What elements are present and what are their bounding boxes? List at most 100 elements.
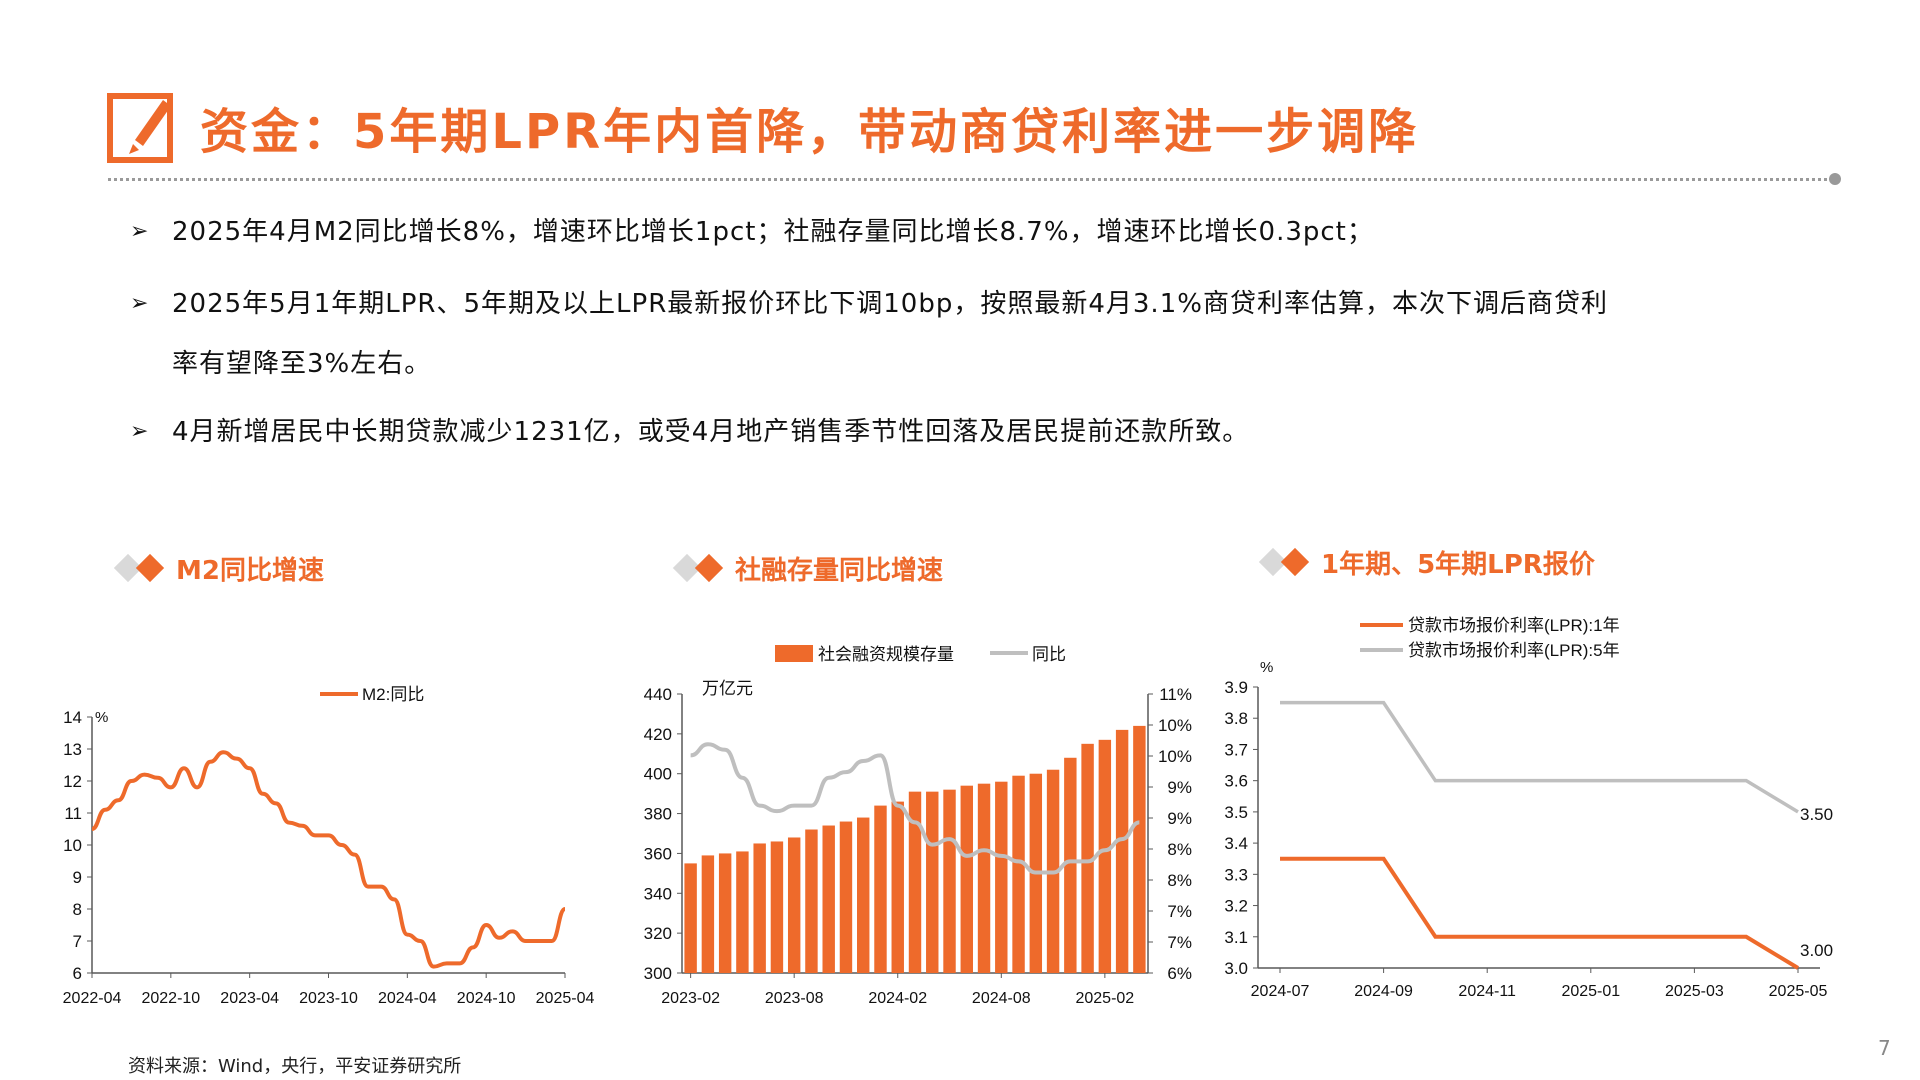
bullet-text: 2025年5月1年期LPR、5年期及以上LPR最新报价环比下调10bp，按照最新… bbox=[172, 289, 1608, 319]
x-tick-label: 2024-08 bbox=[972, 990, 1031, 1007]
arrow-right-icon: ➢ bbox=[130, 419, 150, 444]
bar-tsf-stock bbox=[805, 829, 818, 973]
bar-tsf-stock bbox=[1012, 775, 1025, 973]
series-line-yoy bbox=[690, 742, 1140, 875]
legend-label-bar: 社会融资规模存量 bbox=[818, 645, 954, 664]
y-tick-label: 8 bbox=[73, 900, 82, 919]
diamond-icon bbox=[1280, 547, 1310, 577]
y-right-tick-label: 10% bbox=[1158, 716, 1192, 735]
bar-tsf-stock bbox=[684, 863, 697, 973]
bar-tsf-stock bbox=[891, 801, 904, 973]
bar-tsf-stock bbox=[1115, 729, 1129, 973]
y-tick-label: 3.4 bbox=[1224, 834, 1248, 853]
legend-swatch-bar bbox=[775, 645, 813, 662]
x-tick-label: 2025-05 bbox=[1769, 983, 1828, 1000]
diamond-icon bbox=[694, 553, 724, 583]
y-tick-label: 12 bbox=[63, 772, 82, 791]
page-title: 资金：5年期LPR年内首降，带动商贷利率进一步调降 bbox=[200, 104, 1420, 160]
y-left-tick-label: 300 bbox=[644, 964, 672, 983]
y-left-tick-label: 320 bbox=[644, 924, 672, 943]
bar-tsf-stock bbox=[926, 791, 939, 973]
y-tick-label: 3.8 bbox=[1224, 709, 1248, 728]
arrow-right-icon: ➢ bbox=[130, 219, 150, 244]
divider-end-dot bbox=[1829, 173, 1841, 185]
bar-tsf-stock bbox=[701, 855, 715, 973]
y-right-tick-label: 8% bbox=[1167, 840, 1192, 859]
bar-tsf-stock bbox=[995, 781, 1008, 973]
x-tick-label: 2024-09 bbox=[1354, 983, 1413, 1000]
x-tick-label: 2024-04 bbox=[378, 990, 437, 1007]
bar-tsf-stock bbox=[822, 825, 835, 973]
y-unit-label: % bbox=[1260, 659, 1273, 676]
y-right-tick-label: 7% bbox=[1167, 902, 1192, 921]
x-tick-label: 2025-02 bbox=[1075, 990, 1134, 1007]
x-tick-label: 2022-10 bbox=[141, 990, 200, 1007]
x-tick-label: 2024-10 bbox=[457, 990, 516, 1007]
y-tick-label: 11 bbox=[64, 804, 82, 823]
bar-tsf-stock bbox=[977, 783, 991, 973]
section-title: M2同比增速 bbox=[176, 556, 324, 586]
bar-tsf-stock bbox=[753, 843, 766, 973]
bar-tsf-stock bbox=[908, 791, 922, 973]
m2-yoy-chart: M2:同比% 14 13 12 11 10 9 8 7 6 2022-04 2022-10 2023-0… bbox=[63, 685, 595, 1007]
bullet-text: 2025年4月M2同比增长8%，增速环比增长1pct；社融存量同比增长8.7%，… bbox=[172, 217, 1374, 247]
bar-tsf-stock bbox=[787, 837, 801, 973]
section-title: 1年期、5年期LPR报价 bbox=[1321, 550, 1595, 580]
y-tick-label: 3.1 bbox=[1224, 928, 1248, 947]
y-tick-label: 7 bbox=[73, 932, 82, 951]
diamond-icon bbox=[135, 553, 165, 583]
x-tick-label: 2025-01 bbox=[1561, 983, 1620, 1000]
y-right-tick-label: 9% bbox=[1167, 809, 1192, 828]
data-label-lpr5y: 3.50 bbox=[1800, 805, 1833, 824]
y-unit-label: % bbox=[95, 709, 108, 726]
bar-tsf-stock bbox=[943, 789, 956, 973]
y-unit-label: 万亿元 bbox=[702, 679, 753, 698]
x-tick-label: 2025-03 bbox=[1665, 983, 1724, 1000]
y-tick-label: 3.3 bbox=[1224, 865, 1248, 884]
bar-tsf-stock bbox=[857, 817, 870, 973]
y-left-tick-label: 360 bbox=[644, 844, 672, 863]
bar-tsf-stock bbox=[1064, 757, 1077, 973]
data-label-lpr1y: 3.00 bbox=[1800, 941, 1833, 960]
y-right-tick-label: 7% bbox=[1167, 933, 1192, 952]
bar-tsf-stock bbox=[839, 821, 853, 973]
y-tick-label: 3.6 bbox=[1224, 772, 1248, 791]
source-note: 资料来源：Wind，央行，平安证券研究所 bbox=[128, 1056, 462, 1077]
legend-label-lpr5y: 贷款市场报价利率(LPR):5年 bbox=[1408, 641, 1620, 660]
y-tick-label: 14 bbox=[63, 708, 82, 727]
y-tick-label: 9 bbox=[73, 868, 82, 887]
series-line-m2 bbox=[91, 750, 567, 969]
bar-tsf-stock bbox=[1081, 743, 1094, 973]
y-left-tick-label: 440 bbox=[644, 685, 672, 704]
x-tick-label: 2023-02 bbox=[661, 990, 720, 1007]
y-right-tick-label: 11% bbox=[1159, 685, 1192, 704]
bullet-text: 率有望降至3%左右。 bbox=[172, 349, 432, 379]
y-tick-label: 6 bbox=[73, 964, 82, 983]
bullet-text: 4月新增居民中长期贷款减少1231亿，或受4月地产销售季节性回落及居民提前还款所… bbox=[172, 417, 1250, 447]
legend-label-line: 同比 bbox=[1032, 645, 1066, 664]
x-tick-label: 2024-02 bbox=[868, 990, 927, 1007]
y-right-tick-label: 9% bbox=[1167, 778, 1192, 797]
y-tick-label: 3.2 bbox=[1224, 897, 1248, 916]
y-left-tick-label: 380 bbox=[644, 805, 672, 824]
y-right-tick-label: 10% bbox=[1158, 747, 1192, 766]
bar-tsf-stock bbox=[770, 841, 784, 973]
y-right-tick-label: 8% bbox=[1167, 871, 1192, 890]
y-tick-label: 3.7 bbox=[1224, 740, 1248, 759]
x-tick-label: 2024-11 bbox=[1458, 983, 1516, 1000]
section-title: 社融存量同比增速 bbox=[735, 556, 944, 586]
pencil-edit-icon bbox=[107, 93, 173, 163]
y-tick-label: 3.0 bbox=[1224, 959, 1248, 978]
bar-tsf-stock bbox=[1098, 739, 1112, 973]
y-left-tick-label: 400 bbox=[644, 765, 672, 784]
y-tick-label: 3.5 bbox=[1224, 803, 1248, 822]
x-tick-label: 2023-04 bbox=[220, 990, 279, 1007]
x-tick-label: 2022-04 bbox=[63, 990, 122, 1007]
title-divider bbox=[108, 178, 1833, 181]
bar-tsf-stock bbox=[960, 785, 973, 973]
arrow-right-icon: ➢ bbox=[130, 291, 150, 316]
y-tick-label: 10 bbox=[63, 836, 82, 855]
legend-label-lpr1y: 贷款市场报价利率(LPR):1年 bbox=[1408, 616, 1620, 635]
legend-label-m2: M2:同比 bbox=[362, 685, 424, 704]
